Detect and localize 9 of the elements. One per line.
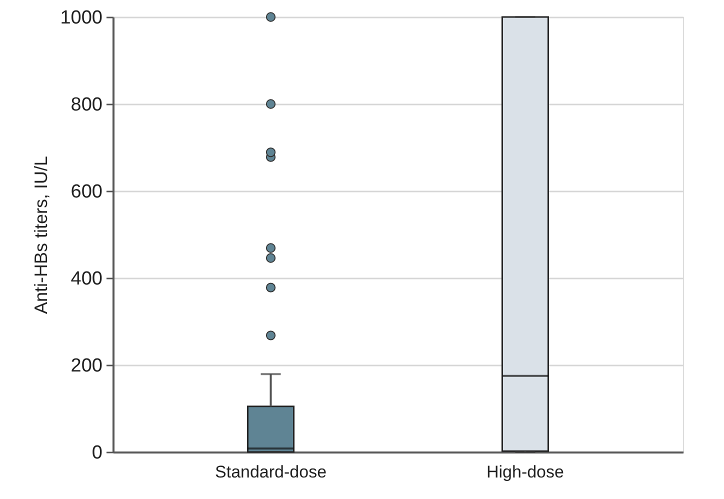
x-tick-label: High-dose [486,462,564,482]
y-tick-label: 400 [70,268,102,290]
y-tick-label: 1000 [60,8,102,28]
y-tick-label: 200 [70,356,102,376]
y-tick-label: 0 [92,442,102,464]
x-tick-label: Standard-dose [215,462,327,482]
y-tick-label: 600 [70,182,102,202]
y-axis-title: Anti-HBs titers, IU/L [31,156,52,314]
y-tick-label: 800 [70,94,102,116]
